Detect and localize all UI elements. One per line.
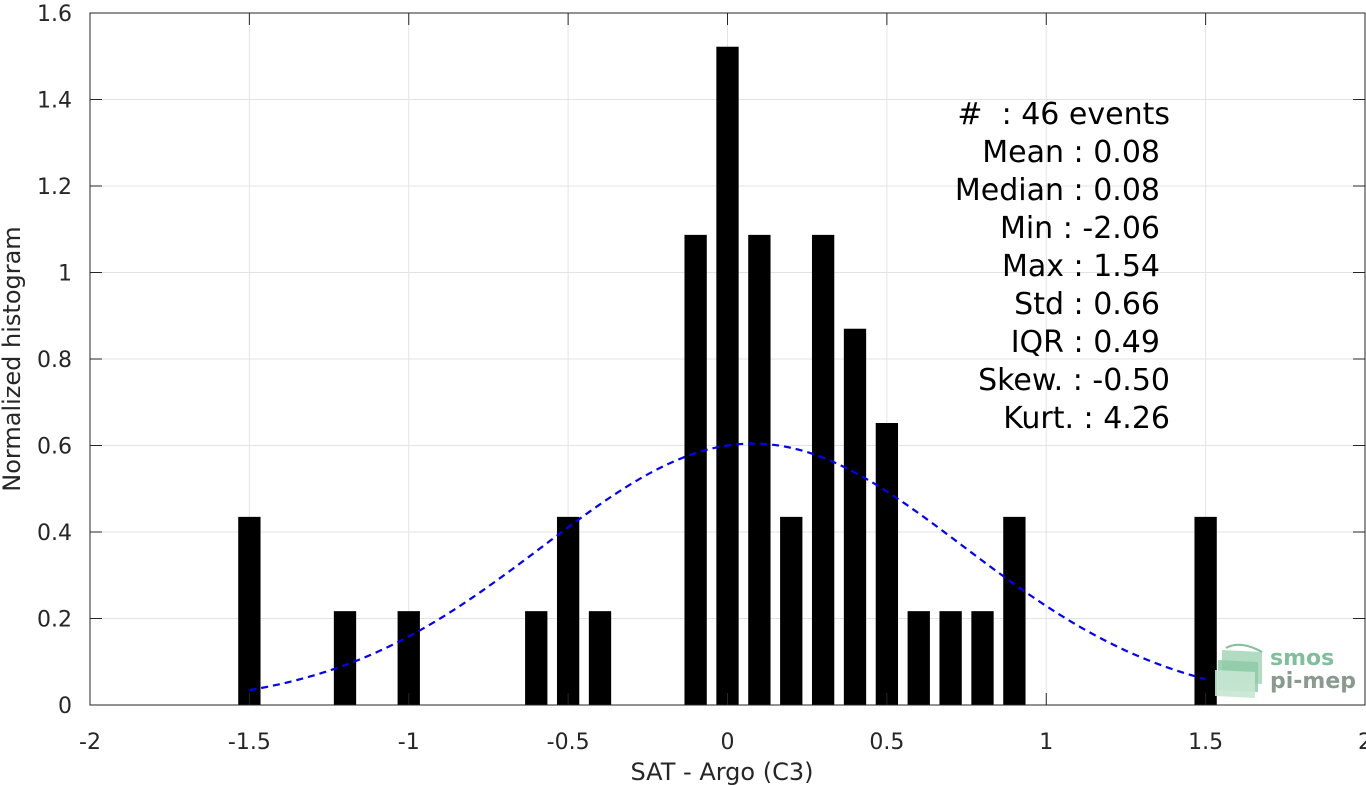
normal-fit-curve [249,442,1206,692]
y-tick-labels: 0 0.2 0.4 0.6 0.8 1 1.2 1.4 1.6 [37,2,72,719]
histogram-bar [971,611,994,705]
x-tick-label: -1.5 [228,730,271,755]
statistics-annotation: # : 46 events Mean : 0.08 Median : 0.08 … [955,97,1170,436]
logo-text-smos: smos [1270,646,1334,671]
stat-median: Median : 0.08 [955,173,1160,208]
x-tick-label: 0 [721,730,735,755]
stat-mean: Mean : 0.08 [982,135,1160,170]
y-tick-label: 0 [58,694,72,719]
x-tick-label: 0.5 [869,730,904,755]
x-tick-label: 1 [1039,730,1053,755]
histogram-bar [556,516,580,705]
histogram-bar [588,611,612,705]
logo-waves-icon [1215,643,1263,698]
smos-pi-mep-logo: smos pi-mep [1215,643,1356,698]
stat-std: Std : 0.66 [1014,287,1160,322]
stat-events: # : 46 events [957,97,1170,132]
y-tick-label: 0.6 [37,435,72,460]
histogram-bar [1194,516,1217,705]
y-tick-label: 1.4 [37,89,72,114]
y-tick-label: 0.4 [37,521,72,546]
histogram-bar [939,611,962,705]
histogram-bar [907,611,930,705]
y-tick-label: 1.6 [37,2,72,27]
histogram-bar [748,234,771,705]
x-tick-label: -0.5 [547,730,590,755]
histogram-bars [238,46,1217,706]
y-tick-label: 1 [58,262,72,287]
axis-ticks [89,12,1366,706]
stat-min: Min : -2.06 [1000,211,1160,246]
histogram-bar [238,516,261,705]
x-tick-label: -1 [398,730,420,755]
y-axis-label: Normalized histogram [0,226,26,491]
y-tick-label: 1.2 [37,175,72,200]
stat-iqr: IQR : 0.49 [1011,325,1160,360]
histogram-bar [397,611,420,705]
stat-skew: Skew. : -0.50 [978,363,1170,398]
histogram-bar [684,234,707,705]
histogram-bar [333,611,357,705]
histogram-bar [716,46,739,706]
x-tick-label: 1.5 [1188,730,1223,755]
histogram-bar [875,423,899,705]
x-axis-label: SAT - Argo (C3) [631,758,814,786]
histogram-bar [1003,516,1026,705]
x-tick-label: -2 [79,730,101,755]
stat-kurt: Kurt. : 4.26 [1003,401,1170,436]
logo-text-pimep: pi-mep [1270,669,1356,694]
x-tick-label: 2 [1358,730,1366,755]
histogram-bar [780,516,803,705]
x-tick-labels: -2 -1.5 -1 -0.5 0 0.5 1 1.5 2 [79,730,1366,755]
y-tick-label: 0.8 [37,348,72,373]
histogram-bar [843,328,867,705]
stat-max: Max : 1.54 [1002,249,1160,284]
histogram-bar [811,234,835,705]
histogram-bar [525,611,548,705]
y-tick-label: 0.2 [37,608,72,633]
